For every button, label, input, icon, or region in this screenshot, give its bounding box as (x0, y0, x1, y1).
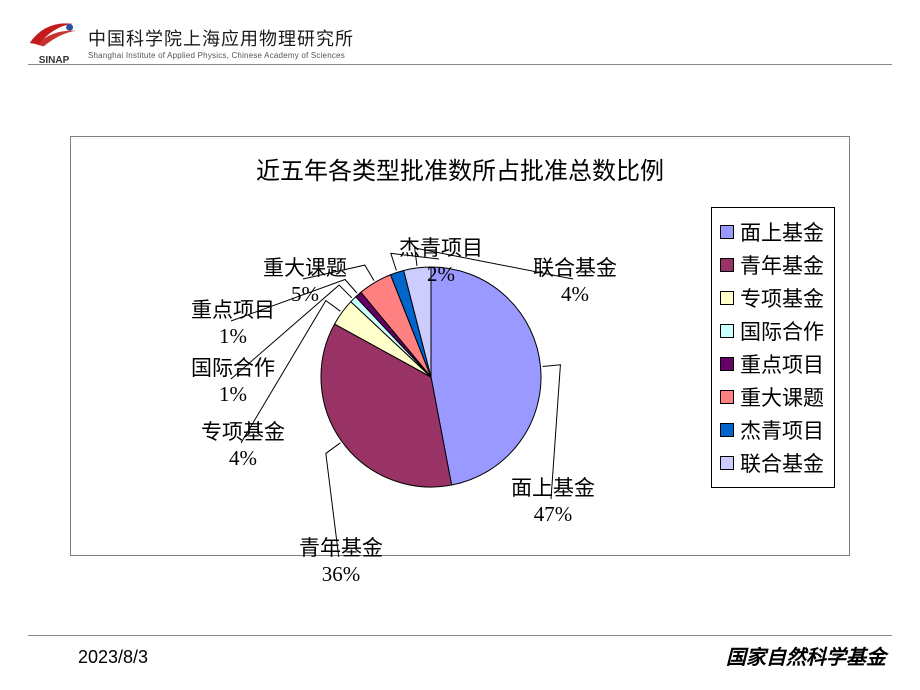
slice-label-3: 国际合作1% (191, 355, 275, 408)
pie-chart-box: 近五年各类型批准数所占批准总数比例 面上基金47%青年基金36%专项基金4%国际… (70, 136, 850, 556)
legend-row-6: 杰青项目 (720, 415, 824, 445)
slice-label-0: 面上基金47% (511, 475, 595, 528)
header-en: Shanghai Institute of Applied Physics, C… (88, 51, 354, 60)
footer-date: 2023/8/3 (78, 647, 148, 668)
legend-row-4: 重点项目 (720, 349, 824, 379)
sinap-logo: SINAP (28, 18, 80, 66)
pie-svg (311, 257, 551, 497)
legend-row-5: 重大课题 (720, 382, 824, 412)
footer-rule (28, 635, 892, 636)
slice-label-6: 杰青项目2% (399, 235, 483, 288)
pie-wrap (311, 257, 551, 497)
footer-org: 国家自然科学基金 (726, 641, 886, 670)
legend-swatch-7 (720, 456, 734, 470)
legend-text-4: 重点项目 (740, 349, 824, 379)
legend-swatch-0 (720, 225, 734, 239)
slice-label-2: 专项基金4% (201, 419, 285, 472)
legend-swatch-3 (720, 324, 734, 338)
legend-text-6: 杰青项目 (740, 415, 824, 445)
legend-text-7: 联合基金 (740, 448, 824, 478)
header-rule (28, 64, 892, 65)
slice-label-5: 重大课题5% (263, 255, 347, 308)
legend-text-2: 专项基金 (740, 283, 824, 313)
legend-swatch-5 (720, 390, 734, 404)
legend-swatch-2 (720, 291, 734, 305)
slide-header: SINAP 中国科学院上海应用物理研究所 Shanghai Institute … (28, 18, 354, 66)
legend-text-3: 国际合作 (740, 316, 824, 346)
legend-swatch-6 (720, 423, 734, 437)
legend-row-1: 青年基金 (720, 250, 824, 280)
legend-text-1: 青年基金 (740, 250, 824, 280)
slice-label-7: 联合基金4% (533, 255, 617, 308)
legend-row-7: 联合基金 (720, 448, 824, 478)
legend-text-0: 面上基金 (740, 217, 824, 247)
legend-row-0: 面上基金 (720, 217, 824, 247)
legend-swatch-1 (720, 258, 734, 272)
legend: 面上基金青年基金专项基金国际合作重点项目重大课题杰青项目联合基金 (711, 207, 835, 488)
header-titles: 中国科学院上海应用物理研究所 Shanghai Institute of App… (88, 25, 354, 60)
pie-slice-0 (431, 267, 541, 485)
legend-text-5: 重大课题 (740, 382, 824, 412)
legend-row-3: 国际合作 (720, 316, 824, 346)
header-cn: 中国科学院上海应用物理研究所 (88, 25, 354, 51)
legend-row-2: 专项基金 (720, 283, 824, 313)
legend-swatch-4 (720, 357, 734, 371)
slice-label-1: 青年基金36% (299, 535, 383, 588)
